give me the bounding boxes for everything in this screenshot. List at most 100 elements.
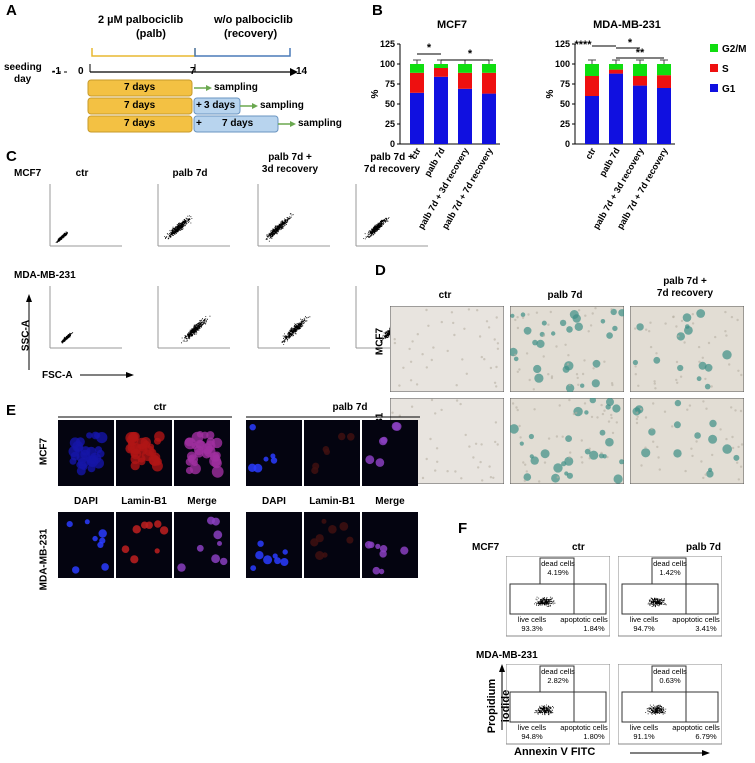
cell <box>430 358 433 362</box>
box-7days-3: 7 days <box>124 118 156 129</box>
panel-f-col2: palb 7d <box>686 542 722 553</box>
gate-apoptotic <box>685 583 719 615</box>
nucleus <box>392 422 402 431</box>
bar-segment <box>657 75 671 88</box>
cell <box>450 311 454 314</box>
fluorescence-image <box>116 420 172 486</box>
scatter-points <box>645 704 667 715</box>
nucleus <box>189 463 201 475</box>
live-cells-label: live cells <box>518 615 547 624</box>
stained-cell <box>636 323 644 331</box>
cell <box>429 437 432 441</box>
sig-label: **** <box>574 39 592 51</box>
apoptotic-cells-pct: 3.41% <box>695 624 717 633</box>
cell <box>603 409 606 412</box>
cell <box>714 335 717 339</box>
panel-label-d: D <box>375 262 386 279</box>
stained-cell <box>510 424 519 434</box>
cell <box>575 373 579 376</box>
cell <box>568 398 571 402</box>
cell <box>463 327 466 330</box>
cell <box>634 373 637 376</box>
timeline-diagram <box>52 48 298 115</box>
cell <box>657 456 660 459</box>
cell <box>535 311 539 314</box>
nucleus <box>154 548 160 554</box>
cell <box>547 373 550 376</box>
nucleus <box>76 466 86 476</box>
panel-label-b: B <box>372 2 383 19</box>
cell <box>705 407 708 410</box>
panel-e-row1-label: MCF7 <box>38 437 50 466</box>
cell <box>452 321 455 325</box>
panel-label-a: A <box>6 2 17 19</box>
bar-segment <box>434 76 448 144</box>
stained-cell <box>519 441 524 446</box>
image-bg <box>246 420 302 486</box>
nucleus <box>101 563 109 571</box>
y-tick-label: 75 <box>385 79 395 89</box>
cell <box>446 349 449 353</box>
flow-scatter-plot <box>157 184 230 247</box>
cell <box>589 324 593 327</box>
live-cells-label: live cells <box>630 723 659 732</box>
stained-cell <box>540 449 550 459</box>
bar-segment <box>609 73 623 144</box>
category-label: ctr <box>583 146 598 161</box>
cell <box>590 415 594 419</box>
stained-cell <box>708 467 713 472</box>
fluorescence-image <box>304 512 360 578</box>
cell <box>496 347 500 350</box>
cell <box>710 385 713 388</box>
cell <box>719 428 722 431</box>
legend-label: G1 <box>722 84 736 95</box>
cell <box>416 333 419 336</box>
cell <box>436 460 439 463</box>
bar-segment <box>482 64 496 73</box>
nucleus <box>207 516 215 525</box>
cell <box>677 335 680 338</box>
axis-arrows <box>26 294 134 378</box>
cell <box>440 320 443 324</box>
cell <box>739 465 743 468</box>
sig-label: * <box>468 48 473 60</box>
cell <box>577 383 580 386</box>
cell <box>644 416 648 419</box>
cell <box>656 445 659 449</box>
cell <box>393 341 397 345</box>
cell <box>519 436 522 439</box>
nucleus <box>253 463 263 473</box>
nucleus <box>98 529 107 538</box>
fluorescence-image <box>174 420 230 486</box>
cell <box>588 457 591 460</box>
stained-cell <box>605 437 614 447</box>
cell <box>634 327 637 330</box>
stained-cell <box>653 356 661 364</box>
flow-scatter-plot <box>49 184 122 247</box>
cell <box>483 358 486 361</box>
panel-e-stain-label: Lamin-B1 <box>121 496 167 507</box>
cell <box>730 315 734 319</box>
stained-cell <box>564 456 574 466</box>
cell <box>516 316 519 319</box>
panel-e-stain-label: Lamin-B1 <box>309 496 355 507</box>
nucleus <box>211 554 220 564</box>
cell <box>518 368 521 371</box>
bar-segment <box>633 64 647 76</box>
panel-c-row2-label: MDA-MB-231 <box>14 270 76 281</box>
stained-cell <box>589 450 599 460</box>
fluorescence-image <box>246 512 302 578</box>
cell <box>649 345 653 349</box>
cell <box>427 324 430 327</box>
panel-d-col-header: palb 7d <box>547 290 583 301</box>
nucleus <box>91 454 99 462</box>
legend-swatch <box>710 64 718 72</box>
fluorescence-image <box>362 512 418 578</box>
cell <box>675 325 678 328</box>
dead-cells-pct: 4.19% <box>547 568 569 577</box>
scatter-points <box>534 704 554 716</box>
bar-segment <box>609 69 623 74</box>
bar-segment <box>482 93 496 144</box>
cell <box>547 437 551 440</box>
sig-label: * <box>427 42 432 54</box>
